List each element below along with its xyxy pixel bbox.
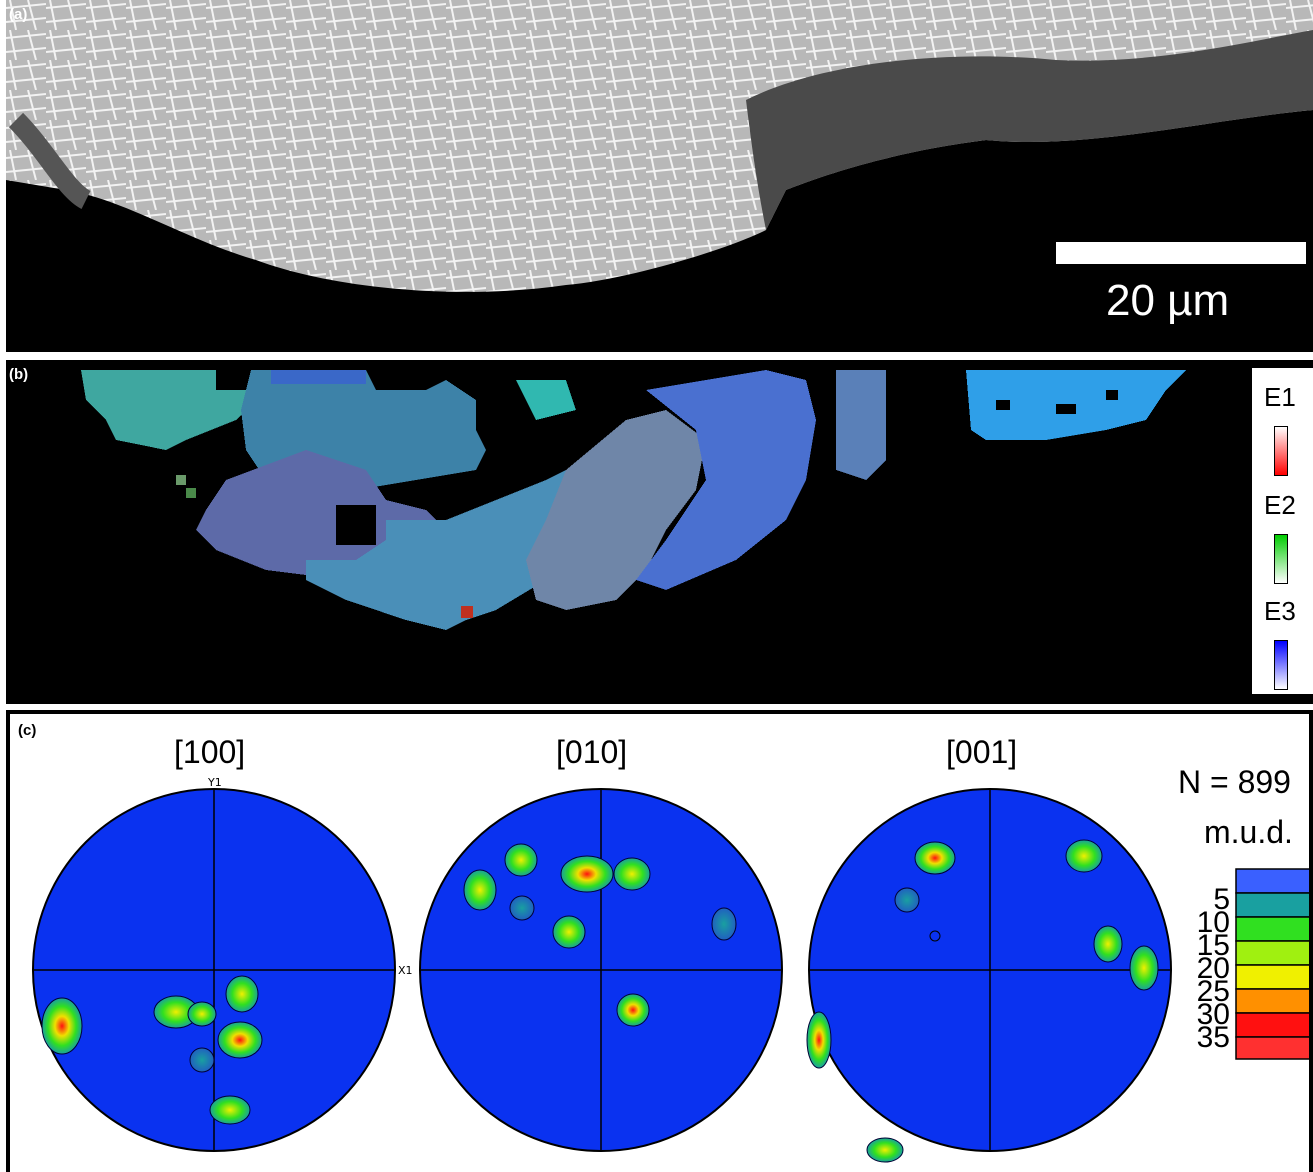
panel-a-label: (a) [9,6,28,23]
orientation-map-panel: (b) E1 E2 E3 [6,360,1313,704]
sem-micrograph [6,0,1313,292]
pole-figure-010 [419,788,783,1152]
colorbar-segment [1235,916,1309,942]
panel-c-label: (c) [18,722,37,739]
scale-bar-label: 20 µm [1106,276,1230,325]
pole-figure-title-010: [010] [556,734,628,770]
axis-label-y1: Y1 [207,776,222,789]
colorbar-segment [1235,940,1309,966]
euler-legend: E1 E2 E3 [1252,368,1313,694]
legend-label-e1: E1 [1264,382,1296,412]
pole-figure-title-001: [001] [946,734,1018,770]
colorbar-tick-15: 15 [1196,929,1230,962]
grain-map [81,370,1186,630]
legend-swatch-e1 [1274,426,1288,476]
colorbar-tick-20: 20 [1196,952,1230,985]
colorbar-segment [1235,868,1309,894]
orientation-map [81,370,1186,630]
pole-figure-001 [806,788,1172,1163]
legend-label-e3: E3 [1264,596,1296,626]
pole-figure-panel: (c) [100] [010] [001] [6,710,1313,1172]
colorbar-segment [1235,964,1309,990]
legend-label-e2: E2 [1264,490,1296,520]
pole-figures-svg: Y1 X1 [32,776,1309,1163]
legend-swatch-e3 [1274,640,1288,690]
mud-colorbar [1235,868,1309,1060]
dark-edge-region [746,30,1313,230]
colorbar-segment [1235,1036,1309,1060]
n-count-label: N = 899 [1178,764,1291,800]
sem-image-panel: (a) 20 µm [6,0,1313,352]
colorbar-tick-25: 25 [1196,975,1230,1008]
colorbar-tick-10: 10 [1196,906,1230,939]
axis-label-x1: X1 [398,964,413,977]
panel-b-label: (b) [9,366,29,383]
colorbar-segment [1235,988,1309,1014]
colorbar-tick-5: 5 [1213,883,1230,916]
colorbar-tick-30: 30 [1196,998,1230,1031]
scale-bar [1056,242,1306,264]
pole-figure-title-100: [100] [174,734,246,770]
legend-swatch-e2 [1274,534,1288,584]
mud-label: m.u.d. [1204,814,1293,850]
colorbar-tick-35: 35 [1196,1021,1230,1054]
colorbar-segment [1235,1012,1309,1038]
colorbar-segment [1235,892,1309,918]
pole-figure-100: Y1 X1 [32,776,413,1152]
